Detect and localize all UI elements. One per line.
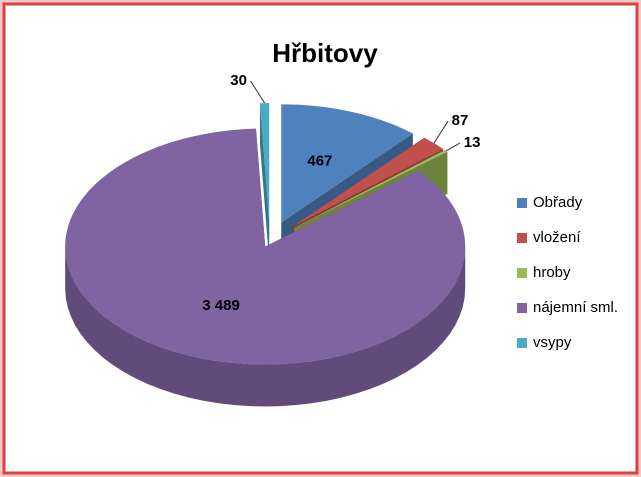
legend-swatch [517, 233, 527, 243]
legend-label: nájemní sml. [533, 299, 618, 316]
slice-top [65, 128, 466, 365]
slice [260, 103, 270, 264]
slice-top [260, 103, 270, 222]
slice-wall [260, 103, 270, 264]
legend-swatch [517, 303, 527, 313]
legend-swatch [517, 268, 527, 278]
data-label: 3 489 [202, 297, 240, 314]
legend-label: vsypy [533, 334, 572, 351]
legend-label: vložení [533, 229, 581, 246]
slice [65, 128, 466, 407]
leader-line [445, 142, 461, 152]
legend-label: hroby [533, 264, 571, 281]
slice-top [281, 104, 413, 223]
leader-line [250, 80, 266, 104]
slice-top [294, 150, 448, 228]
legend-label: Obřady [533, 194, 583, 211]
data-label: 467 [307, 153, 332, 170]
legend-swatch [517, 198, 527, 208]
slice-side [65, 246, 466, 407]
leader-line [433, 120, 449, 144]
slice-top [292, 137, 444, 227]
legend-swatch [517, 338, 527, 348]
data-label: 87 [452, 112, 469, 129]
chart-title: Hřbitovy [272, 38, 378, 68]
data-label: 13 [464, 134, 481, 151]
data-label: 30 [230, 72, 247, 89]
